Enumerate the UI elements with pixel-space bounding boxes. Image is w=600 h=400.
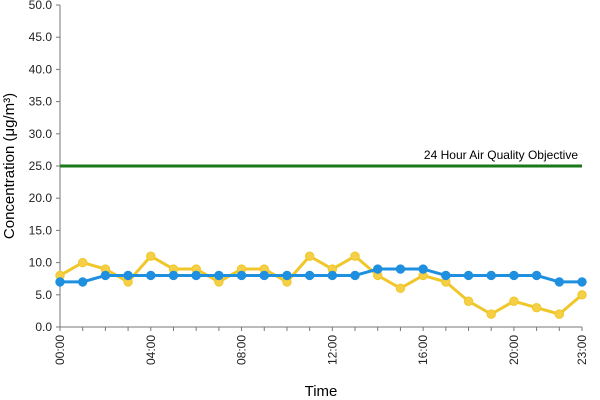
series-2-point bbox=[100, 270, 111, 281]
series-1-point bbox=[509, 296, 519, 306]
series-1-point bbox=[486, 309, 496, 319]
series-2-point bbox=[486, 270, 496, 281]
series-1-point bbox=[577, 290, 587, 300]
y-tick-label: 30.0 bbox=[29, 127, 53, 141]
air-quality-objective-label: 24 Hour Air Quality Objective bbox=[424, 148, 578, 162]
series-2-point bbox=[282, 270, 292, 281]
x-tick-label: 00:00 bbox=[53, 335, 67, 365]
y-tick-label: 10.0 bbox=[29, 256, 53, 270]
y-axis-title: Concentration (μg/m³) bbox=[1, 93, 18, 239]
series-2-point bbox=[191, 270, 201, 281]
x-tick-label: 23:00 bbox=[575, 335, 589, 365]
y-tick-label: 45.0 bbox=[29, 30, 53, 44]
y-tick-label: 20.0 bbox=[29, 191, 53, 205]
reference-line-group: 24 Hour Air Quality Objective bbox=[60, 148, 582, 168]
series-1-point bbox=[395, 283, 406, 294]
series-2-point bbox=[327, 270, 338, 281]
series-2 bbox=[55, 264, 587, 287]
y-tick-label: 15.0 bbox=[29, 223, 53, 237]
series-2-point bbox=[463, 270, 474, 281]
x-axis-title: Time bbox=[305, 383, 338, 400]
series-2-point bbox=[259, 270, 269, 281]
series-2-point bbox=[77, 277, 88, 287]
series-1-point bbox=[531, 302, 542, 313]
x-tick-label: 08:00 bbox=[235, 335, 249, 365]
series-2-point bbox=[418, 264, 428, 274]
series-1-point bbox=[554, 309, 565, 319]
series-1-point bbox=[77, 257, 88, 268]
series-2-point bbox=[123, 270, 133, 281]
y-tick-label: 35.0 bbox=[29, 95, 53, 109]
series-1-point bbox=[463, 296, 474, 306]
x-tick-label: 04:00 bbox=[144, 335, 158, 365]
series-2-point bbox=[441, 270, 451, 281]
series-2-point bbox=[554, 277, 565, 287]
x-tick-label: 20:00 bbox=[507, 335, 521, 365]
series-2-point bbox=[236, 270, 247, 281]
series-2-point bbox=[509, 270, 519, 281]
x-tick-label: 16:00 bbox=[416, 335, 430, 365]
series-1-point bbox=[350, 251, 360, 261]
series-2-point bbox=[531, 270, 542, 281]
x-axis-ticks: 00:00 04:00 08:00 12:00 16:00 20:00 23:00 bbox=[53, 327, 589, 365]
series-1-line bbox=[59, 254, 583, 316]
y-tick-label: 5.0 bbox=[35, 288, 52, 302]
series-1-point bbox=[304, 251, 315, 261]
y-axis-ticks: 0.0 5.0 10.0 15.0 20.0 25.0 30.0 35.0 40.0 45.0 50… bbox=[29, 0, 60, 334]
series-2-point bbox=[146, 270, 156, 281]
x-tick-label: 12:00 bbox=[325, 335, 339, 365]
series-2-point bbox=[55, 277, 65, 287]
series-1 bbox=[55, 251, 587, 319]
series-2-point bbox=[304, 270, 315, 281]
series-2-point bbox=[350, 270, 360, 281]
series-2-point bbox=[373, 264, 383, 274]
y-tick-label: 40.0 bbox=[29, 62, 53, 76]
y-tick-label: 50.0 bbox=[29, 0, 53, 12]
series-1-point bbox=[146, 251, 156, 261]
y-tick-label: 25.0 bbox=[29, 159, 53, 173]
series-group bbox=[55, 251, 587, 319]
series-2-point bbox=[168, 270, 179, 281]
series-2-point bbox=[395, 264, 406, 274]
series-2-point bbox=[577, 277, 587, 287]
series-2-point bbox=[214, 270, 224, 281]
y-tick-label: 0.0 bbox=[35, 320, 52, 334]
